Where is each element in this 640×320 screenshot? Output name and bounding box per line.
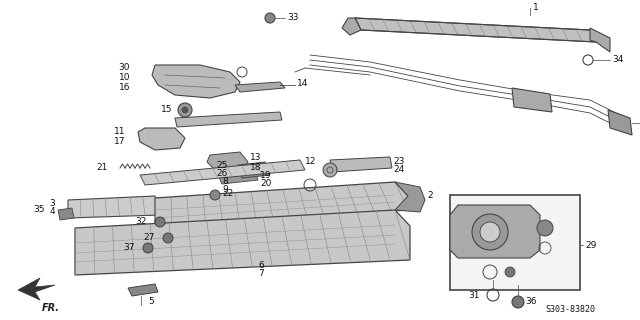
Text: 25: 25 bbox=[216, 161, 228, 170]
Text: 11: 11 bbox=[113, 127, 125, 137]
Circle shape bbox=[155, 217, 165, 227]
Polygon shape bbox=[138, 128, 185, 150]
Circle shape bbox=[210, 190, 220, 200]
Polygon shape bbox=[207, 152, 248, 172]
Polygon shape bbox=[68, 196, 160, 218]
Polygon shape bbox=[128, 284, 158, 296]
Text: 37: 37 bbox=[124, 244, 135, 252]
Text: 17: 17 bbox=[113, 138, 125, 147]
Polygon shape bbox=[152, 65, 240, 98]
Text: 8: 8 bbox=[222, 178, 228, 187]
Circle shape bbox=[480, 222, 500, 242]
Text: 1: 1 bbox=[533, 4, 539, 12]
Polygon shape bbox=[175, 112, 282, 127]
Polygon shape bbox=[218, 172, 258, 184]
Text: S303-83820: S303-83820 bbox=[545, 306, 595, 315]
Text: 9: 9 bbox=[222, 186, 228, 195]
Polygon shape bbox=[238, 162, 270, 178]
Text: 33: 33 bbox=[287, 13, 298, 22]
Polygon shape bbox=[512, 88, 552, 112]
Text: 22: 22 bbox=[222, 188, 233, 197]
Circle shape bbox=[163, 233, 173, 243]
Circle shape bbox=[472, 214, 508, 250]
Circle shape bbox=[143, 243, 153, 253]
Text: 16: 16 bbox=[118, 84, 130, 92]
Polygon shape bbox=[330, 157, 392, 172]
Text: 26: 26 bbox=[216, 169, 228, 178]
Text: 19: 19 bbox=[260, 171, 271, 180]
Text: 18: 18 bbox=[250, 163, 262, 172]
Text: 36: 36 bbox=[525, 298, 536, 307]
Text: 24: 24 bbox=[393, 165, 404, 174]
Polygon shape bbox=[18, 278, 55, 300]
Polygon shape bbox=[155, 182, 408, 227]
Polygon shape bbox=[355, 18, 596, 42]
Text: FR.: FR. bbox=[42, 303, 60, 313]
Text: 23: 23 bbox=[393, 157, 404, 166]
Text: 35: 35 bbox=[33, 205, 45, 214]
Text: 27: 27 bbox=[143, 233, 155, 242]
Text: 14: 14 bbox=[297, 78, 308, 87]
Polygon shape bbox=[58, 208, 74, 220]
Text: 6: 6 bbox=[258, 260, 264, 269]
Circle shape bbox=[182, 107, 188, 113]
Polygon shape bbox=[395, 182, 425, 212]
Circle shape bbox=[323, 163, 337, 177]
Text: 29: 29 bbox=[585, 241, 596, 250]
Bar bbox=[450, 195, 580, 290]
Circle shape bbox=[537, 220, 553, 236]
Text: 21: 21 bbox=[97, 164, 108, 172]
Text: 5: 5 bbox=[148, 298, 154, 307]
Circle shape bbox=[178, 103, 192, 117]
Text: 13: 13 bbox=[250, 153, 262, 162]
Text: 20: 20 bbox=[260, 179, 271, 188]
Text: 31: 31 bbox=[468, 291, 480, 300]
Circle shape bbox=[505, 267, 515, 277]
Polygon shape bbox=[608, 110, 632, 135]
Polygon shape bbox=[140, 160, 305, 185]
Text: 10: 10 bbox=[118, 74, 130, 83]
Text: 34: 34 bbox=[612, 55, 623, 65]
Polygon shape bbox=[450, 205, 540, 258]
Text: 12: 12 bbox=[305, 157, 316, 166]
Polygon shape bbox=[235, 82, 285, 92]
Text: 7: 7 bbox=[258, 268, 264, 277]
Polygon shape bbox=[75, 210, 410, 275]
Text: 30: 30 bbox=[118, 63, 130, 73]
Text: 15: 15 bbox=[161, 106, 172, 115]
Polygon shape bbox=[342, 18, 361, 35]
Text: 2: 2 bbox=[427, 191, 433, 201]
Text: 32: 32 bbox=[136, 218, 147, 227]
Text: 4: 4 bbox=[49, 207, 55, 217]
Text: 3: 3 bbox=[49, 198, 55, 207]
Circle shape bbox=[265, 13, 275, 23]
Circle shape bbox=[512, 296, 524, 308]
Polygon shape bbox=[590, 28, 610, 52]
